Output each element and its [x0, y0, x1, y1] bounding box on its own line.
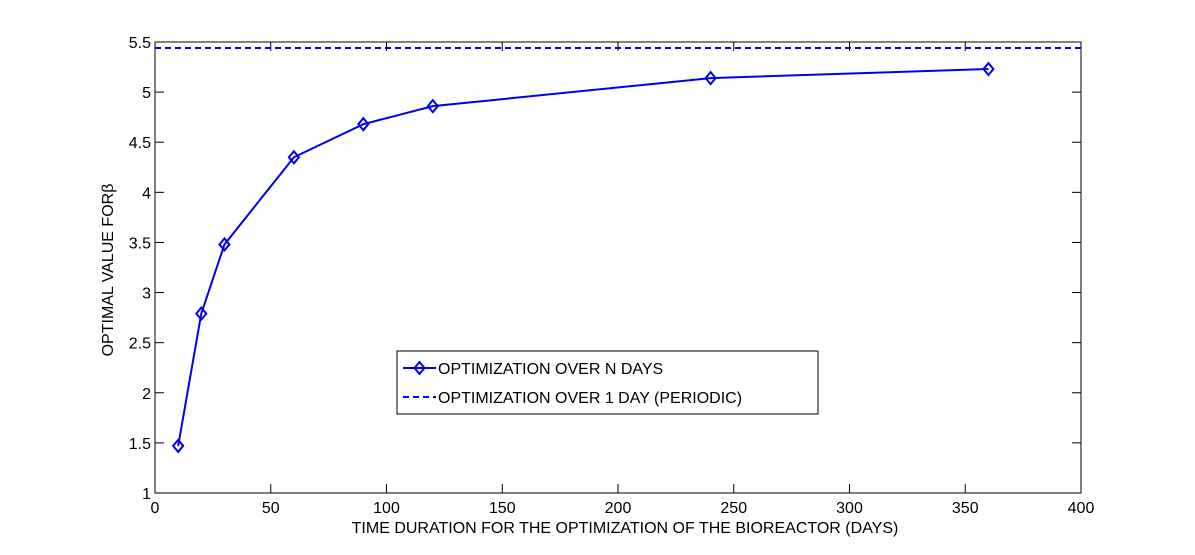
x-tick-label: 150 [489, 500, 516, 517]
x-tick-label: 400 [1068, 500, 1095, 517]
x-tick-label: 200 [605, 500, 632, 517]
series-line-1 [177, 68, 989, 447]
x-tick-label: 300 [836, 500, 863, 517]
y-tick-label: 4 [142, 185, 151, 202]
x-tick-label: 50 [262, 500, 280, 517]
data-point-diamond [171, 438, 185, 454]
x-axis-label: TIME DURATION FOR THE OPTIMIZATION OF TH… [352, 520, 899, 537]
legend-entry-periodic: OPTIMIZATION OVER 1 DAY (PERIODIC) [403, 390, 742, 407]
legend-diamond-marker [413, 360, 426, 376]
y-tick-label: 1 [142, 486, 151, 503]
legend-entry-n-days: OPTIMIZATION OVER N DAYS [403, 360, 663, 378]
x-tick-label: 250 [720, 500, 747, 517]
y-tick-label: 5.5 [129, 35, 151, 52]
x-tick-label: 0 [151, 500, 160, 517]
y-tick-label: 2.5 [129, 336, 151, 353]
plot-area: 0 50 100 150 200 250 300 350 400 1 1.5 2 2.5 3 3.5 4 4.… [129, 35, 1095, 517]
data-point-diamond [426, 98, 440, 114]
y-tick-label: 3 [142, 286, 151, 303]
legend: OPTIMIZATION OVER N DAYS OPTIMIZATION OV… [396, 350, 819, 415]
x-axis-ticks: 0 50 100 150 200 250 300 350 400 [151, 42, 1095, 517]
legend-label-n-days: OPTIMIZATION OVER N DAYS [438, 361, 663, 378]
y-tick-label: 2 [142, 386, 151, 403]
data-point-diamond [982, 61, 995, 77]
y-axis-ticks: 1 1.5 2 2.5 3 3.5 4 4.5 5 5.5 [129, 35, 1081, 503]
data-point-diamond [357, 116, 370, 132]
y-tick-label: 5 [142, 85, 151, 102]
y-axis-label: OPTIMAL VALUE FORβ [100, 184, 117, 357]
x-tick-label: 100 [373, 500, 400, 517]
data-point-diamond [704, 70, 717, 86]
data-point-diamond [218, 236, 231, 253]
y-tick-label: 4.5 [129, 135, 151, 152]
legend-box [396, 350, 819, 415]
axes-box [154, 41, 1082, 494]
legend-label-periodic: OPTIMIZATION OVER 1 DAY (PERIODIC) [438, 390, 742, 407]
series-layer [155, 47, 1081, 454]
x-tick-label: 350 [952, 500, 979, 517]
data-point-diamond [194, 306, 208, 322]
data-point-diamond [287, 149, 301, 165]
y-tick-label: 1.5 [129, 436, 151, 453]
y-tick-label: 3.5 [129, 235, 151, 252]
